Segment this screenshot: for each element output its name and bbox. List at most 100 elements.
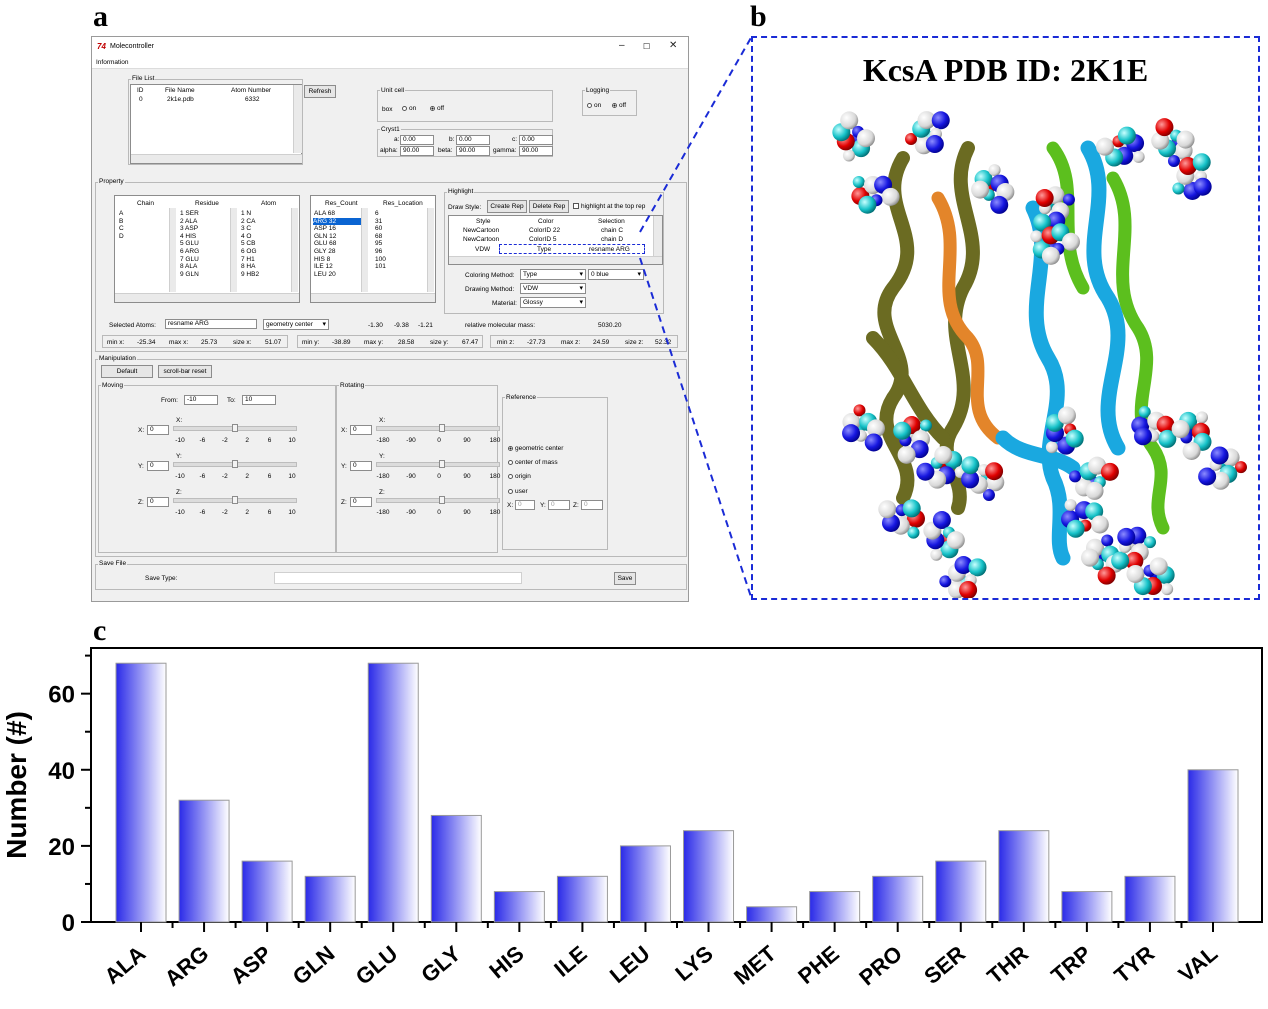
atom-sphere (842, 149, 855, 162)
rep-table[interactable]: Style Color Selection NewCartoon ColorID… (448, 215, 663, 265)
res-location-list[interactable]: 6 31 60 68 95 96 100 101 (375, 210, 386, 271)
drawing-method-select[interactable]: VDW (520, 283, 586, 294)
create-rep-button[interactable]: Create Rep (487, 200, 527, 213)
cryst-gamma-input[interactable]: 90.00 (519, 146, 553, 156)
cryst-beta-input[interactable]: 90.00 (456, 146, 490, 156)
atom-sphere (1085, 481, 1104, 500)
cryst-c-input[interactable]: 0.00 (519, 135, 553, 145)
slider-thumb[interactable] (232, 460, 238, 468)
slider-thumb[interactable] (439, 460, 445, 468)
miny-label: min y: (302, 339, 320, 346)
bar-gln (304, 875, 356, 923)
bar-trp (1061, 891, 1113, 923)
chain-residue-atom-list[interactable]: Chain Residue Atom A B C D 1 SER 2 ALA 3… (114, 195, 300, 303)
mass-value: 5030.20 (598, 322, 622, 329)
res-location-scrollbar[interactable] (427, 208, 434, 292)
move-y-input[interactable]: 0 (147, 461, 169, 471)
rep-col-color: Color (538, 218, 554, 225)
rot-z-caption: Z: (379, 489, 385, 496)
to-input[interactable]: 10 (242, 395, 276, 405)
atom-sphere (934, 446, 953, 465)
unit-cell-off-radio[interactable]: off (430, 105, 444, 112)
rep-col-selection: Selection (598, 218, 625, 225)
property-hscrollbar[interactable] (115, 293, 299, 302)
minimize-button[interactable]: – (619, 40, 625, 51)
chain-scrollbar[interactable] (169, 208, 176, 292)
res-count-list[interactable]: Res_Count Res_Location ALA 68 ARG 32 ASP… (310, 195, 436, 303)
ref-z-input[interactable]: 0 (581, 500, 603, 510)
rot-x-input[interactable]: 0 (350, 425, 372, 435)
residue-scrollbar[interactable] (230, 208, 237, 292)
rot-y-label: Y: (341, 463, 347, 470)
rot-z-slider[interactable] (376, 496, 500, 504)
material-select[interactable]: Glossy (520, 297, 586, 308)
bar-ile (556, 875, 608, 923)
geometry-center-select[interactable]: geometry center (263, 319, 329, 330)
slider-thumb[interactable] (232, 424, 238, 432)
logging-on-radio[interactable]: on (587, 102, 601, 109)
move-z-input[interactable]: 0 (147, 497, 169, 507)
atom-sphere (905, 133, 918, 146)
res-count-rest[interactable]: ASP 16 GLN 12 GLU 68 GLY 28 HIS 8 ILE 12… (314, 225, 337, 278)
ref-y-input[interactable]: 0 (548, 500, 570, 510)
rep-table-scrollbar[interactable] (653, 216, 662, 256)
save-button[interactable]: Save (614, 572, 636, 585)
logging-off-radio[interactable]: off (612, 102, 626, 109)
file-list-scrollbar[interactable] (293, 85, 302, 153)
ref-geometric-radio[interactable]: geometric center (508, 445, 563, 452)
atom-header: Atom (261, 200, 277, 207)
coloring-method-select[interactable]: Type (520, 269, 586, 280)
cryst-alpha-input[interactable]: 90.00 (400, 146, 434, 156)
rot-y-input[interactable]: 0 (350, 461, 372, 471)
slider-tick-label: -90 (406, 473, 416, 480)
atom-sphere (893, 421, 912, 440)
x-category-label: HIS (484, 941, 528, 984)
res-count-first[interactable]: ALA 68 (314, 210, 335, 217)
slider-thumb[interactable] (439, 424, 445, 432)
move-x-input[interactable]: 0 (147, 425, 169, 435)
from-input[interactable]: -10 (184, 395, 218, 405)
ref-mass-radio[interactable]: center of mass (508, 459, 558, 466)
res-count-scrollbar[interactable] (361, 208, 368, 292)
scroll-bar-reset-button[interactable]: scroll-bar reset (158, 365, 212, 378)
file-list-hscrollbar[interactable] (131, 154, 302, 163)
atom-sphere (881, 187, 900, 206)
rep-table-hscrollbar[interactable] (449, 256, 662, 264)
unit-cell-label: Unit cell (380, 87, 406, 95)
move-x-slider[interactable] (173, 424, 297, 432)
cryst-b-input[interactable]: 0.00 (456, 135, 490, 145)
delete-rep-button[interactable]: Delete Rep (529, 200, 569, 213)
ref-origin-radio[interactable]: origin (508, 473, 531, 480)
ref-user-radio[interactable]: user (508, 488, 528, 495)
atom-sphere (919, 419, 932, 432)
slider-thumb[interactable] (232, 496, 238, 504)
slider-tick-label: -10 (175, 509, 185, 516)
cryst-a-input[interactable]: 0.00 (400, 135, 434, 145)
rep-row1-style: NewCartoon (463, 227, 500, 234)
rot-y-slider[interactable] (376, 460, 500, 468)
res-hscrollbar[interactable] (311, 293, 435, 302)
move-z-slider[interactable] (173, 496, 297, 504)
rot-x-slider[interactable] (376, 424, 500, 432)
highlight-top-checkbox[interactable]: highlight at the top rep (573, 203, 645, 210)
save-type-input[interactable] (274, 572, 522, 584)
rot-z-input[interactable]: 0 (350, 497, 372, 507)
ref-x-input[interactable]: 0 (515, 500, 535, 510)
bar-tyr (1124, 875, 1176, 923)
default-button[interactable]: Default (101, 365, 153, 378)
atom-scrollbar[interactable] (291, 208, 298, 292)
slider-thumb[interactable] (439, 496, 445, 504)
residue-list[interactable]: 1 SER 2 ALA 3 ASP 4 HIS 5 GLU 6 ARG 7 GL… (180, 210, 200, 278)
ref-z-label: Z: (573, 502, 579, 509)
menu-item-information[interactable]: Information (96, 59, 129, 66)
selected-atoms-input[interactable]: resname ARG (165, 319, 257, 329)
refresh-button[interactable]: Refresh (304, 85, 336, 98)
move-y-slider[interactable] (173, 460, 297, 468)
atom-list[interactable]: 1 N 2 CA 3 C 4 O 5 CB 6 OG 7 H1 8 HA 9 H… (241, 210, 260, 278)
chain-list[interactable]: A B C D (119, 210, 124, 240)
atom-sphere (1126, 564, 1145, 583)
res-count-selected[interactable]: ARG 32 (313, 217, 361, 226)
file-list-table[interactable]: ID File Name Atom Number 0 2k1e.pdb 6332 (130, 84, 302, 164)
slider-tick-label: 2 (245, 509, 249, 516)
unit-cell-on-radio[interactable]: on (402, 105, 416, 112)
